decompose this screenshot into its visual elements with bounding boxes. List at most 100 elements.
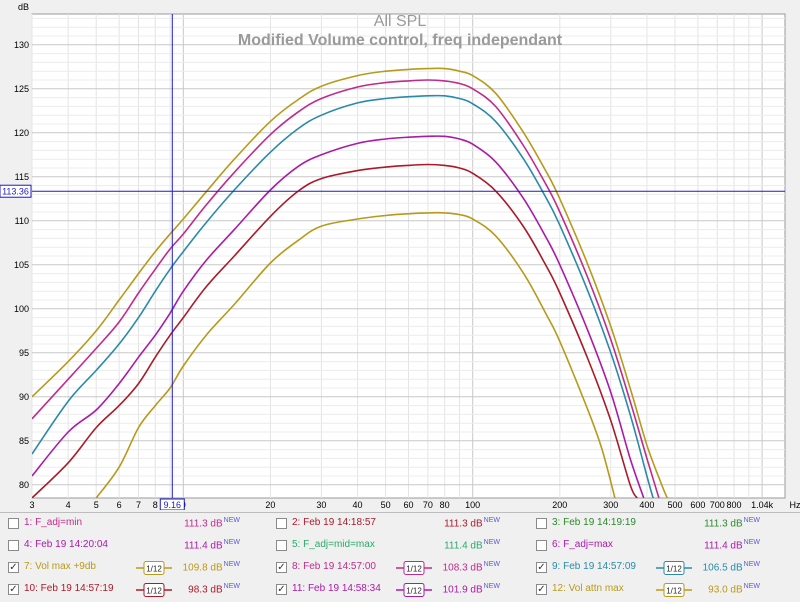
smoothing-badge[interactable]: 1/12: [136, 561, 172, 575]
legend-item-name: 2: Feb 19 14:18:57: [292, 517, 376, 528]
legend-item[interactable]: ✓ 12: Vol attn max 1/12 93.0 dBNEW: [528, 579, 788, 601]
legend-item-name: 9: Feb 19 14:57:09: [552, 561, 636, 572]
x-tick-label: 30: [316, 500, 326, 510]
legend-checkbox[interactable]: [8, 540, 19, 551]
smoothing-badge-label: 1/12: [666, 587, 682, 596]
legend-item-name: 1: F_adj=min: [24, 517, 82, 528]
legend-checkbox[interactable]: ✓: [8, 562, 19, 573]
legend-value-text: 111.3 dB: [704, 518, 743, 529]
x-tick-label: 80: [440, 500, 450, 510]
smoothing-badge[interactable]: 1/12: [656, 583, 692, 597]
legend-item-name: 3: Feb 19 14:19:19: [552, 517, 636, 528]
legend-checkbox[interactable]: [276, 518, 287, 529]
smoothing-badge[interactable]: 1/12: [136, 583, 172, 597]
y-axis-label: dB: [18, 2, 29, 12]
legend-value-text: 111.4 dB: [444, 540, 483, 551]
smoothing-badge-label: 1/12: [666, 565, 682, 574]
legend-item-name: 7: Vol max +9db: [24, 561, 96, 572]
x-tick-label: 3: [29, 500, 34, 510]
legend-checkbox[interactable]: ✓: [536, 562, 547, 573]
smoothing-badge-label: 1/12: [146, 565, 162, 574]
new-badge: NEW: [484, 561, 500, 568]
x-tick-label: 40: [353, 500, 363, 510]
legend-item-value: 98.3 dBNEW: [180, 583, 240, 595]
new-badge: NEW: [484, 583, 500, 590]
y-tick-label: 95: [19, 348, 29, 358]
legend-value-text: 111.4 dB: [184, 540, 223, 551]
y-tick-label: 120: [14, 128, 29, 138]
legend-item-value: 111.3 dBNEW: [700, 517, 760, 529]
smoothing-badge[interactable]: 1/12: [656, 561, 692, 575]
legend-checkbox[interactable]: [536, 518, 547, 529]
new-badge: NEW: [744, 561, 760, 568]
x-tick-label: 500: [667, 500, 682, 510]
chart-svg: 80859095100105110115120125130dB345678902…: [0, 0, 800, 510]
y-tick-label: 100: [14, 304, 29, 314]
legend-value-text: 108.3 dB: [443, 562, 483, 573]
legend-item-name: 12: Vol attn max: [552, 583, 624, 594]
y-tick-label: 80: [19, 480, 29, 490]
legend-item-value: 106.5 dBNEW: [700, 561, 760, 573]
legend-value-text: 101.9 dB: [443, 584, 483, 595]
legend-checkbox[interactable]: ✓: [8, 584, 19, 595]
legend-item-name: 10: Feb 19 14:57:19: [24, 583, 114, 594]
x-tick-label: 300: [603, 500, 618, 510]
legend-checkbox[interactable]: [8, 518, 19, 529]
x-tick-label: 800: [727, 500, 742, 510]
y-tick-label: 125: [14, 84, 29, 94]
legend-value-text: 93.0 dB: [708, 584, 742, 595]
legend-checkbox[interactable]: ✓: [536, 584, 547, 595]
legend-checkbox[interactable]: [276, 540, 287, 551]
legend-item-value: 93.0 dBNEW: [700, 583, 760, 595]
legend-checkbox[interactable]: [536, 540, 547, 551]
legend-item-value: 111.3 dBNEW: [440, 517, 500, 529]
y-tick-label: 105: [14, 260, 29, 270]
legend-value-text: 98.3 dB: [188, 584, 222, 595]
legend-item-value: 111.4 dBNEW: [700, 539, 760, 551]
x-tick-label: 700: [710, 500, 725, 510]
x-tick-label: 50: [381, 500, 391, 510]
legend-item-value: 108.3 dBNEW: [440, 561, 500, 573]
new-badge: NEW: [224, 583, 240, 590]
x-tick-label: 200: [552, 500, 567, 510]
smoothing-badge[interactable]: 1/12: [396, 583, 432, 597]
legend-item[interactable]: ✓ 10: Feb 19 14:57:19 1/12 98.3 dBNEW: [0, 579, 260, 601]
x-tick-label: 8: [153, 500, 158, 510]
cursor-x-label: 9.16: [164, 500, 182, 510]
legend-item-name: 8: Feb 19 14:57:00: [292, 561, 376, 572]
smoothing-badge-label: 1/12: [406, 587, 422, 596]
legend-checkbox[interactable]: ✓: [276, 562, 287, 573]
y-tick-label: 115: [15, 172, 29, 182]
legend-item[interactable]: ✓ 11: Feb 19 14:58:34 1/12 101.9 dBNEW: [268, 579, 528, 601]
x-tick-label: 5: [94, 500, 99, 510]
spl-chart: 80859095100105110115120125130dB345678902…: [0, 0, 800, 510]
y-tick-label: 130: [14, 40, 29, 50]
legend-item[interactable]: 3: Feb 19 14:19:19 111.3 dBNEW: [528, 513, 788, 535]
x-axis-label: Hz: [790, 500, 800, 510]
smoothing-badge[interactable]: 1/12: [396, 561, 432, 575]
new-badge: NEW: [224, 539, 240, 546]
x-tick-label: 20: [265, 500, 275, 510]
x-tick-label: 600: [690, 500, 705, 510]
x-tick-label: 1.04k: [751, 500, 774, 510]
x-tick-label: 60: [403, 500, 413, 510]
legend-item[interactable]: 2: Feb 19 14:18:57 111.3 dBNEW: [268, 513, 528, 535]
new-badge: NEW: [744, 517, 760, 524]
legend-item[interactable]: ✓ 9: Feb 19 14:57:09 1/12 106.5 dBNEW: [528, 557, 788, 579]
legend-checkbox[interactable]: ✓: [276, 584, 287, 595]
legend-item-name: 11: Feb 19 14:58:34: [292, 583, 381, 594]
y-tick-label: 110: [15, 216, 29, 226]
new-badge: NEW: [744, 539, 760, 546]
legend-item[interactable]: ✓ 8: Feb 19 14:57:00 1/12 108.3 dBNEW: [268, 557, 528, 579]
cursor-y-label: 113.36: [2, 187, 29, 197]
x-tick-label: 100: [465, 500, 480, 510]
